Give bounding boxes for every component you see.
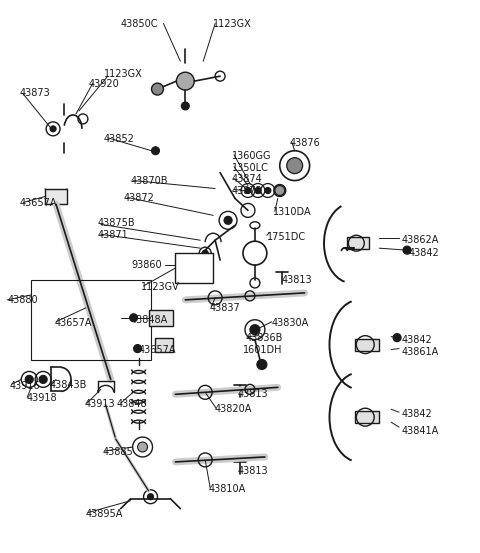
Circle shape <box>130 314 138 322</box>
Circle shape <box>133 345 142 353</box>
Text: 1751DC: 1751DC <box>267 232 306 242</box>
Text: 43657A: 43657A <box>54 318 92 328</box>
Circle shape <box>202 250 208 256</box>
Circle shape <box>224 216 232 225</box>
Bar <box>45 189 67 205</box>
Text: 43837: 43837 <box>209 303 240 313</box>
Text: 43916: 43916 <box>9 382 40 392</box>
Text: 1123GV: 1123GV <box>141 282 180 292</box>
Text: 43870B: 43870B <box>131 176 168 186</box>
Text: 43842: 43842 <box>401 409 432 419</box>
Circle shape <box>393 333 401 342</box>
Circle shape <box>39 375 47 383</box>
Circle shape <box>25 375 33 383</box>
Text: 43813: 43813 <box>238 466 269 476</box>
Circle shape <box>255 187 261 194</box>
Text: 43872: 43872 <box>124 194 155 204</box>
Text: 43871: 43871 <box>98 230 129 240</box>
Circle shape <box>265 187 271 194</box>
Circle shape <box>152 83 164 95</box>
Text: 43830A: 43830A <box>272 318 309 328</box>
Text: 1360GG: 1360GG <box>232 151 272 161</box>
Text: 43920: 43920 <box>89 79 120 89</box>
Text: 43657A: 43657A <box>19 199 57 208</box>
Bar <box>355 411 379 423</box>
Text: 43657A: 43657A <box>139 345 176 354</box>
Circle shape <box>152 147 159 155</box>
Text: 43813: 43813 <box>282 275 312 285</box>
Circle shape <box>176 72 194 90</box>
Text: 1601DH: 1601DH <box>243 345 283 354</box>
Text: 43848A: 43848A <box>131 315 168 325</box>
Text: 43850C: 43850C <box>121 19 158 29</box>
Text: 43861A: 43861A <box>401 347 438 357</box>
Bar <box>156 338 173 352</box>
Text: 43873: 43873 <box>19 88 50 98</box>
Circle shape <box>181 102 189 110</box>
Text: 43843B: 43843B <box>49 380 86 390</box>
Circle shape <box>147 494 154 500</box>
Circle shape <box>275 185 285 195</box>
Text: 43813: 43813 <box>238 389 269 399</box>
Text: 1350LC: 1350LC <box>232 163 269 173</box>
Text: 43872: 43872 <box>232 185 263 196</box>
Text: 43885: 43885 <box>103 447 133 457</box>
Text: 43848: 43848 <box>117 399 147 409</box>
Bar <box>31 280 151 359</box>
Circle shape <box>138 442 147 452</box>
Text: 43918: 43918 <box>26 393 57 403</box>
Circle shape <box>50 126 56 132</box>
Bar <box>355 338 379 351</box>
Text: 43862A: 43862A <box>401 235 438 245</box>
Text: 43810A: 43810A <box>208 484 245 494</box>
Text: 43895A: 43895A <box>86 509 123 519</box>
Text: 43842: 43842 <box>409 248 440 258</box>
Text: 43876: 43876 <box>290 138 321 148</box>
Text: 43820A: 43820A <box>214 404 252 414</box>
Text: 43874: 43874 <box>232 174 263 184</box>
Text: 43852: 43852 <box>104 134 135 144</box>
Text: 1123GX: 1123GX <box>213 19 252 29</box>
Text: 43880: 43880 <box>7 295 38 305</box>
Text: 43875B: 43875B <box>98 218 135 228</box>
Circle shape <box>250 325 260 335</box>
Circle shape <box>257 359 267 369</box>
Bar <box>175 253 213 283</box>
Circle shape <box>245 187 251 194</box>
Bar <box>148 310 173 326</box>
Text: 43913: 43913 <box>85 399 116 409</box>
Text: 43841A: 43841A <box>401 426 438 436</box>
Circle shape <box>287 158 302 174</box>
Text: 1123GX: 1123GX <box>104 69 143 79</box>
Circle shape <box>403 246 411 254</box>
Text: 93860: 93860 <box>132 260 162 270</box>
Text: 1310DA: 1310DA <box>273 207 312 217</box>
Text: 43836B: 43836B <box>246 333 283 343</box>
Text: 43842: 43842 <box>401 335 432 345</box>
Bar <box>348 237 369 249</box>
